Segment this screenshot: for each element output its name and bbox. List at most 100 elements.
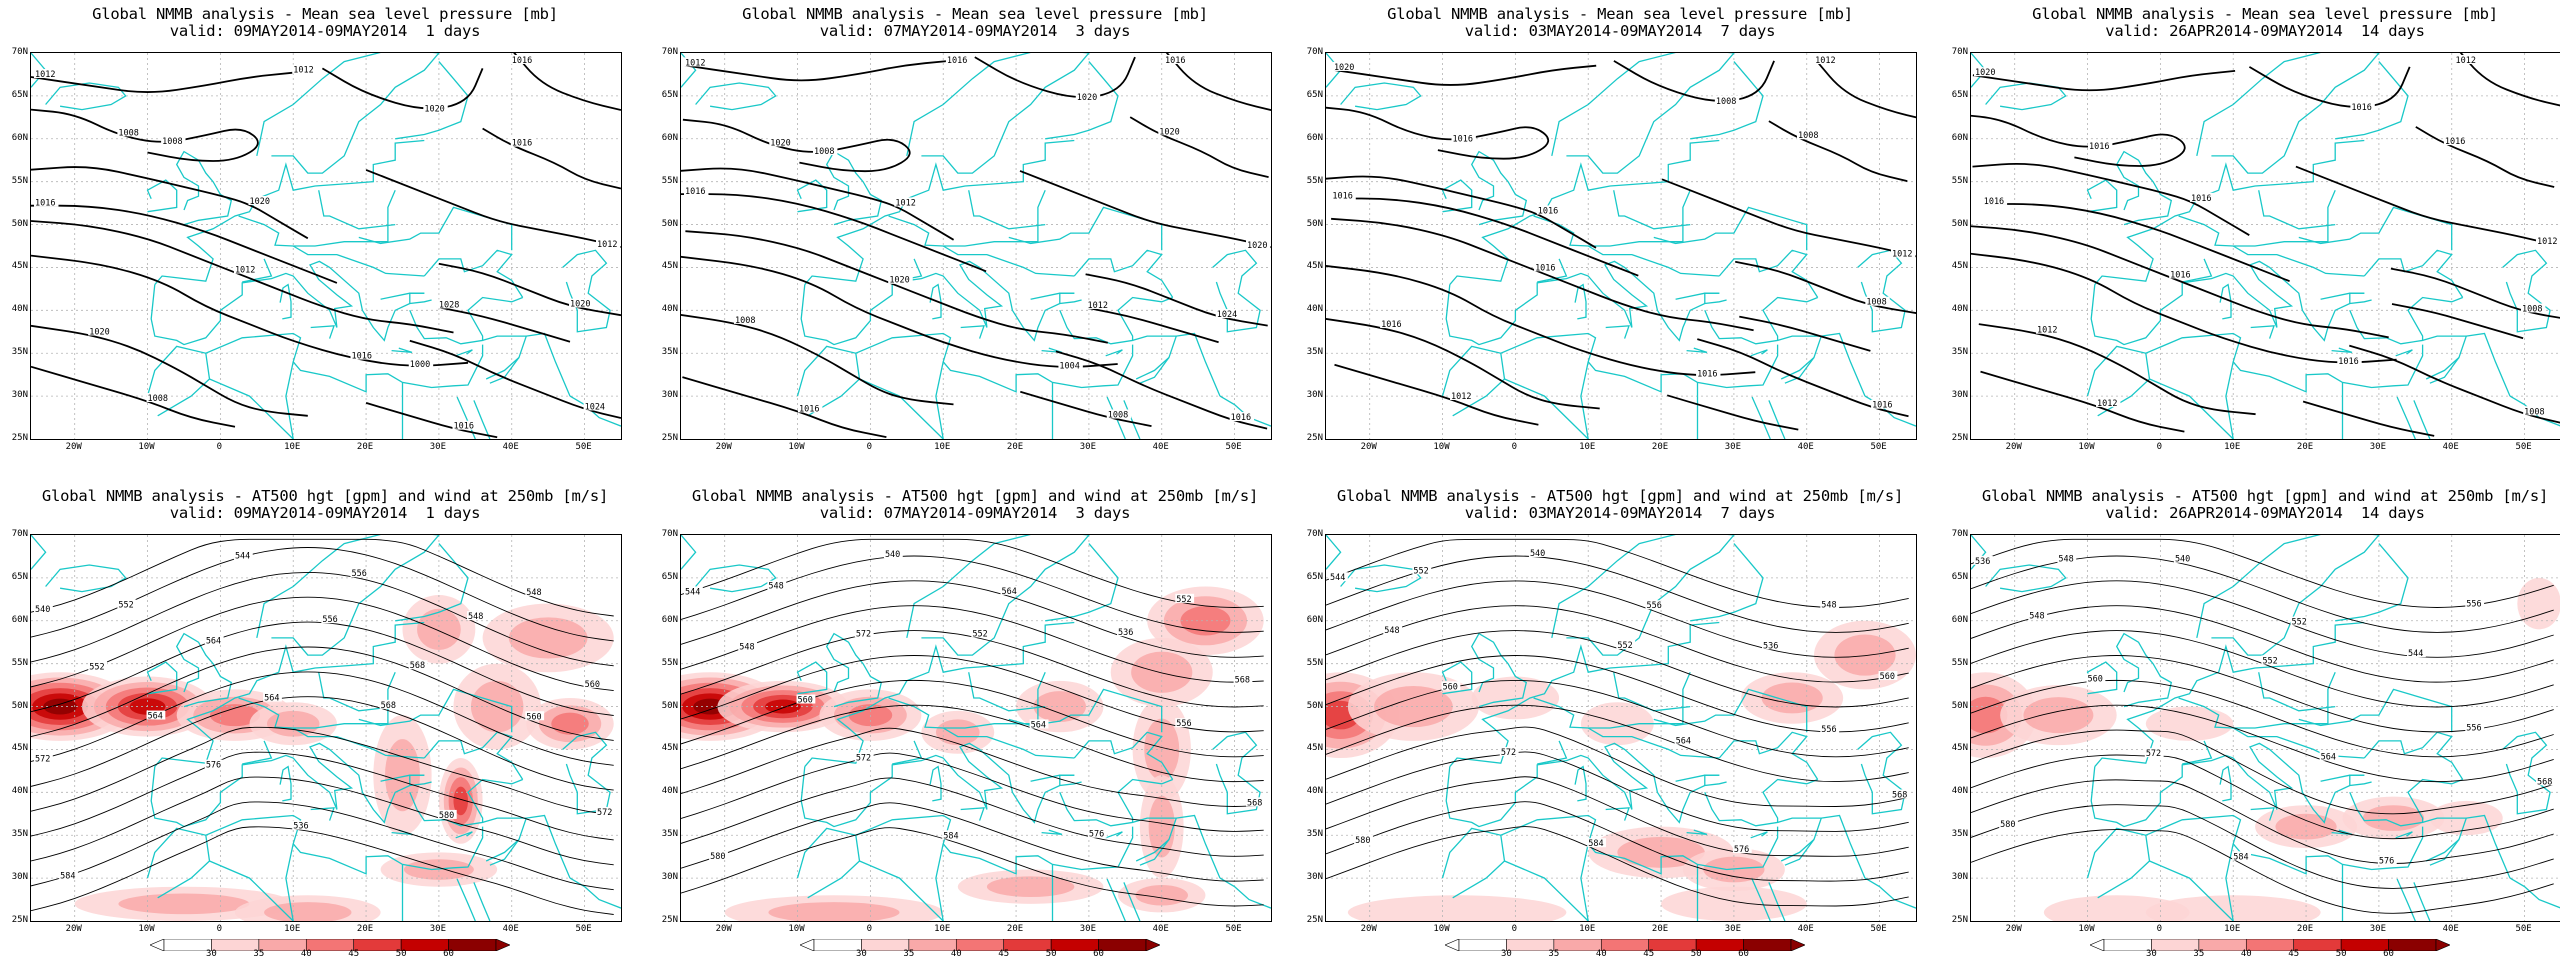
contour-label-bg	[2465, 722, 2485, 732]
contour-label: 1008	[1716, 97, 1736, 107]
contour-label: 580	[1355, 836, 1370, 846]
height-contour	[681, 727, 1264, 807]
contour-label-bg	[204, 635, 224, 645]
contour-label: 572	[597, 808, 612, 818]
coastline	[562, 249, 611, 333]
isobar	[31, 204, 338, 284]
colorbar-tick-label: 60	[443, 949, 454, 959]
contour-label: 552	[972, 629, 987, 639]
lon-tick-label: 0	[1511, 442, 1518, 452]
colorbar: 30 35 40 45 50 60	[1444, 936, 1806, 959]
coastline	[1686, 347, 1708, 354]
isobar	[438, 262, 621, 317]
coastline	[2232, 727, 2365, 759]
coastline	[2225, 843, 2234, 921]
coastline	[318, 190, 396, 230]
height-contour	[681, 777, 1264, 857]
lat-tick-label: 70N	[11, 529, 28, 539]
isobar	[513, 53, 621, 111]
isobar	[1055, 350, 1268, 430]
lat-tick-label: 50N	[661, 700, 678, 711]
coastline	[2182, 258, 2213, 283]
isobar	[1613, 60, 1775, 102]
contour-label: 1016	[351, 352, 371, 362]
contour-label: 572	[856, 754, 871, 764]
coastline	[562, 731, 611, 815]
contour-label: 1012	[2097, 399, 2117, 409]
contour-label: 1008	[118, 128, 138, 138]
wind-speed-shading	[1033, 691, 1086, 722]
isobar	[1971, 225, 2389, 339]
contour-label-bg	[1814, 55, 1839, 64]
lat-tick-label: 25N	[661, 433, 678, 443]
coastline	[888, 189, 1046, 247]
coastline	[1059, 778, 1173, 827]
coastline	[1139, 335, 1177, 384]
contour-label: 1020	[1975, 68, 1995, 78]
isobar	[1983, 203, 2290, 283]
coastline	[1985, 564, 2067, 593]
contour-label: 1020	[1159, 127, 1179, 137]
coastline	[175, 150, 233, 226]
coastline	[968, 672, 1046, 712]
contour-label: 1016	[1381, 320, 1401, 330]
lat-tick-label: 65N	[1951, 571, 1968, 582]
coastline	[2395, 349, 2413, 357]
contour-label: 544	[685, 588, 700, 598]
contour-label: 552	[89, 662, 104, 672]
contour-label: 584	[2233, 852, 2248, 862]
coastline	[2502, 731, 2551, 815]
contour-label: 572	[35, 754, 50, 764]
lon-tick-label: 0	[866, 442, 873, 452]
coastline	[1059, 292, 1075, 304]
lon-tick-label: 40E	[2442, 924, 2459, 934]
panel-valid-period: valid: 03MAY2014-09MAY2014 7 days	[1464, 504, 1776, 522]
coastline	[2196, 535, 2380, 656]
contour-label-bg	[854, 752, 874, 762]
lat-tick-label: 65N	[661, 571, 678, 582]
coastline	[279, 283, 292, 320]
contour-label: 584	[1588, 839, 1603, 849]
lon-tick-label: 20E	[2296, 924, 2314, 934]
coastline	[807, 353, 861, 417]
height-contour	[31, 751, 614, 841]
coastline	[395, 543, 469, 622]
contour-label: 1016	[1231, 413, 1251, 423]
panel-valid-period: valid: 26APR2014-09MAY2014 14 days	[2105, 504, 2425, 522]
contour-label-bg	[437, 299, 463, 309]
contour-label-bg	[34, 753, 53, 763]
contour-label-bg	[117, 127, 142, 137]
isobar	[2415, 126, 2555, 188]
coastline	[1653, 688, 1808, 733]
coastline	[482, 814, 571, 879]
lat-tick-label: 55N	[1951, 657, 1968, 668]
contour-label: 572	[856, 629, 871, 639]
wind-speed-shading	[1971, 696, 2008, 734]
lat-tick-label: 70N	[1306, 529, 1323, 539]
coastline	[2425, 839, 2460, 862]
coastline	[2086, 814, 2424, 879]
colorbar: 30 35 40 45 50 60	[149, 936, 511, 959]
contour-label-bg	[1982, 195, 2008, 205]
lat-tick-label: 25N	[1951, 915, 1968, 925]
lon-tick-label: 20W	[1360, 442, 1377, 452]
coastline	[1219, 877, 1271, 909]
lon-tick-label: 10E	[284, 924, 301, 934]
contour-label: 1016	[1535, 263, 1555, 273]
lat-tick-label: 40N	[661, 304, 678, 315]
lat-tick-label: 30N	[661, 872, 678, 883]
contour-label: 1012	[1451, 392, 1471, 402]
contour-label-bg	[1215, 309, 1241, 319]
height-contour	[1971, 704, 2554, 783]
isobar	[1971, 252, 2397, 364]
contour-label-bg	[684, 586, 703, 596]
wind-speed-shading	[43, 698, 77, 715]
contour-label: 536	[293, 822, 308, 832]
coastline	[238, 189, 396, 247]
coastline	[825, 632, 883, 708]
contour-label: 1020	[570, 300, 590, 310]
height-contour	[1971, 779, 2554, 864]
wind-speed-shading	[508, 617, 588, 659]
coastline	[1135, 839, 1170, 862]
lon-tick-label: 50E	[1225, 442, 1242, 452]
